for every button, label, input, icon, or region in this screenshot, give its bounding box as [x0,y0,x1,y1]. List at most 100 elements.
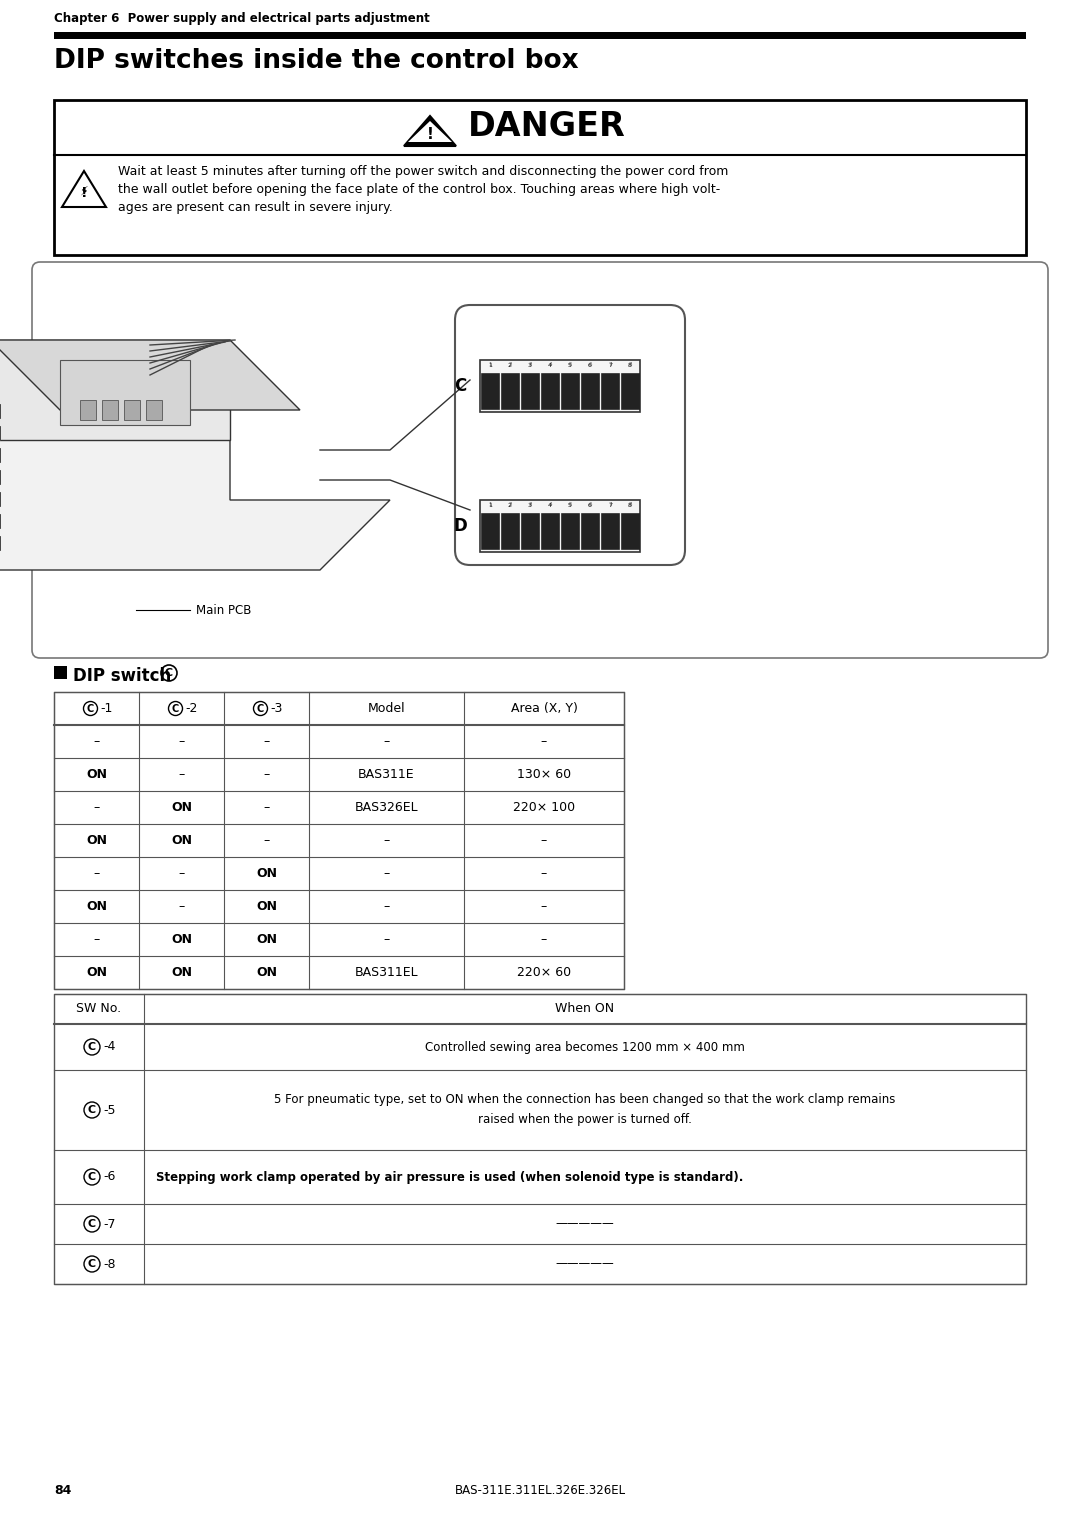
Text: ON: ON [171,801,192,814]
Bar [480,361,640,413]
Text: ON: ON [171,834,192,847]
Text: –: – [178,866,185,880]
Text: ON: ON [86,769,107,781]
Text: C: C [87,1172,96,1183]
Text: ON: ON [86,966,107,979]
Text: –: – [178,900,185,914]
Text: 2: 2 [508,503,512,507]
Text: ON: ON [256,900,276,914]
Text: 6: 6 [589,503,592,507]
Text: 5: 5 [568,503,571,507]
FancyBboxPatch shape [455,306,685,565]
Text: 8: 8 [629,503,632,507]
Text: ON: ON [86,900,107,914]
Text: 6: 6 [589,503,592,507]
Text: !: ! [427,127,433,142]
Text: 3: 3 [528,503,531,507]
Text: Controlled sewing area becomes 1200 mm × 400 mm: Controlled sewing area becomes 1200 mm ×… [426,1041,745,1053]
Text: –: – [178,769,185,781]
Text: -5: -5 [103,1103,116,1117]
Text: C: C [87,1219,96,1229]
Text: —————: ————— [555,1218,615,1230]
Text: 2: 2 [509,503,512,507]
Text: 7: 7 [608,503,611,507]
Text: –: – [383,900,390,914]
Text: 1: 1 [488,503,491,507]
Bar [501,373,519,410]
Text: D: D [454,516,467,535]
Text: raised when the power is turned off.: raised when the power is turned off. [478,1112,692,1126]
Text: –: – [383,934,390,946]
Text: –: – [541,900,548,914]
Text: 8: 8 [629,364,632,368]
Text: BAS311EL: BAS311EL [354,966,418,979]
Bar [54,32,1026,40]
Text: -3: -3 [270,701,283,715]
Text: –: – [93,735,99,749]
Text: 5: 5 [568,364,572,368]
Bar [541,513,559,549]
Text: –: – [383,866,390,880]
Text: –: – [541,934,548,946]
Text: 4: 4 [548,364,552,368]
Bar [600,513,619,549]
Text: DIP switches inside the control box: DIP switches inside the control box [54,47,579,73]
Bar [581,373,599,410]
Bar [146,400,162,420]
Bar [600,373,619,410]
Text: the wall outlet before opening the face plate of the control box. Touching areas: the wall outlet before opening the face … [118,183,720,196]
Text: 220× 100: 220× 100 [513,801,575,814]
Text: ON: ON [256,966,276,979]
Text: 8: 8 [629,362,632,367]
Text: 7: 7 [608,364,612,368]
Text: 5: 5 [568,503,572,507]
Text: –: – [264,834,270,847]
Bar [124,400,140,420]
Polygon shape [404,116,456,147]
Text: –: – [264,801,270,814]
Text: SW No.: SW No. [77,1002,122,1016]
Bar [541,373,559,410]
Text: BAS-311E.311EL.326E.326EL: BAS-311E.311EL.326E.326EL [455,1484,625,1496]
Text: 4: 4 [548,503,552,507]
Text: C: C [454,377,467,396]
Text: 2: 2 [509,362,512,367]
Text: –: – [383,735,390,749]
Text: –: – [541,834,548,847]
Text: Area (X, Y): Area (X, Y) [511,701,578,715]
Text: -1: -1 [100,701,113,715]
Text: 7: 7 [608,503,612,507]
Text: 6: 6 [589,362,592,367]
Text: 5 For pneumatic type, set to ON when the connection has been changed so that the: 5 For pneumatic type, set to ON when the… [274,1094,895,1106]
Text: –: – [383,834,390,847]
Text: C: C [257,703,265,714]
Text: Chapter 6  Power supply and electrical parts adjustment: Chapter 6 Power supply and electrical pa… [54,12,430,24]
Text: –: – [93,934,99,946]
Text: 1: 1 [488,503,491,507]
Text: –: – [264,735,270,749]
Text: 3: 3 [528,364,532,368]
Bar [621,513,639,549]
Text: Stepping work clamp operated by air pressure is used (when solenoid type is stan: Stepping work clamp operated by air pres… [156,1170,743,1184]
Bar [521,373,539,410]
Bar [561,513,579,549]
Text: 5: 5 [568,362,571,367]
Text: C: C [87,1259,96,1268]
Text: -2: -2 [186,701,198,715]
Text: BAS311E: BAS311E [359,769,415,781]
Bar [54,99,1026,255]
FancyBboxPatch shape [32,261,1048,659]
Text: –: – [541,735,548,749]
Text: ages are present can result in severe injury.: ages are present can result in severe in… [118,202,393,214]
Text: DANGER: DANGER [468,110,625,144]
Text: 1: 1 [488,364,491,368]
Text: –: – [93,801,99,814]
Text: ⚡: ⚡ [80,185,89,197]
Text: C: C [165,668,173,678]
Bar [80,400,96,420]
Bar [102,400,118,420]
Bar [521,513,539,549]
Bar [480,500,640,552]
Bar [481,373,499,410]
Bar [621,373,639,410]
